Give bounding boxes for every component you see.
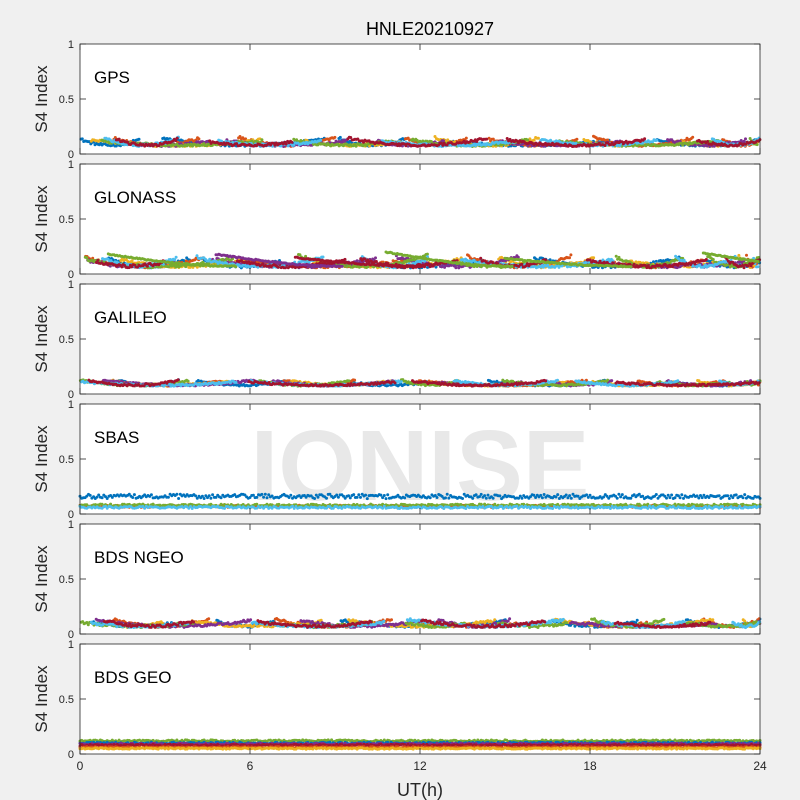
data-point (354, 144, 358, 148)
data-point (319, 138, 323, 142)
data-point (632, 262, 636, 266)
y-axis-label: S4 Index (32, 65, 51, 133)
data-point (464, 136, 468, 140)
data-point (221, 257, 225, 261)
data-point (592, 256, 596, 260)
data-point (238, 135, 242, 138)
data-point (85, 256, 89, 260)
data-point (96, 258, 100, 262)
data-point (338, 135, 342, 139)
data-point (355, 259, 359, 263)
data-point (566, 265, 569, 269)
data-point (479, 256, 483, 260)
data-point (197, 137, 201, 141)
data-point (427, 262, 431, 266)
data-point (691, 135, 695, 139)
data-point (340, 140, 344, 144)
data-point (742, 139, 746, 143)
data-point (284, 266, 287, 270)
data-point (276, 265, 280, 269)
data-point (643, 137, 647, 141)
data-point (569, 253, 573, 257)
data-point (208, 257, 212, 261)
data-point (442, 139, 445, 143)
data-point (333, 135, 337, 139)
y-tick-label: 1 (68, 39, 74, 51)
data-point (425, 252, 429, 256)
data-point (175, 136, 179, 140)
panel-label: GPS (94, 68, 130, 87)
data-point (80, 137, 84, 141)
y-tick-label: 0.5 (59, 94, 74, 106)
data-point (655, 138, 659, 142)
data-point (374, 256, 377, 260)
data-point (487, 136, 491, 140)
data-point (145, 264, 149, 268)
data-point (137, 137, 141, 141)
data-point (744, 137, 747, 141)
data-point (638, 260, 642, 264)
axes-background (80, 44, 760, 154)
data-point (737, 253, 741, 257)
data-point (606, 138, 610, 142)
data-point (343, 257, 347, 261)
figure-title: HNLE20210927 (366, 19, 494, 39)
data-point (575, 137, 579, 141)
data-point (446, 138, 450, 142)
data-point (756, 265, 760, 269)
data-point (321, 255, 325, 259)
data-point (174, 255, 178, 259)
data-point (568, 256, 571, 260)
data-point (536, 136, 540, 140)
data-point (290, 140, 294, 144)
data-points (79, 134, 762, 148)
data-point (745, 253, 748, 257)
data-point (711, 258, 715, 261)
data-point (526, 138, 530, 142)
data-point (485, 137, 489, 141)
data-point (614, 254, 618, 258)
data-point (260, 138, 264, 142)
data-point (532, 138, 536, 142)
